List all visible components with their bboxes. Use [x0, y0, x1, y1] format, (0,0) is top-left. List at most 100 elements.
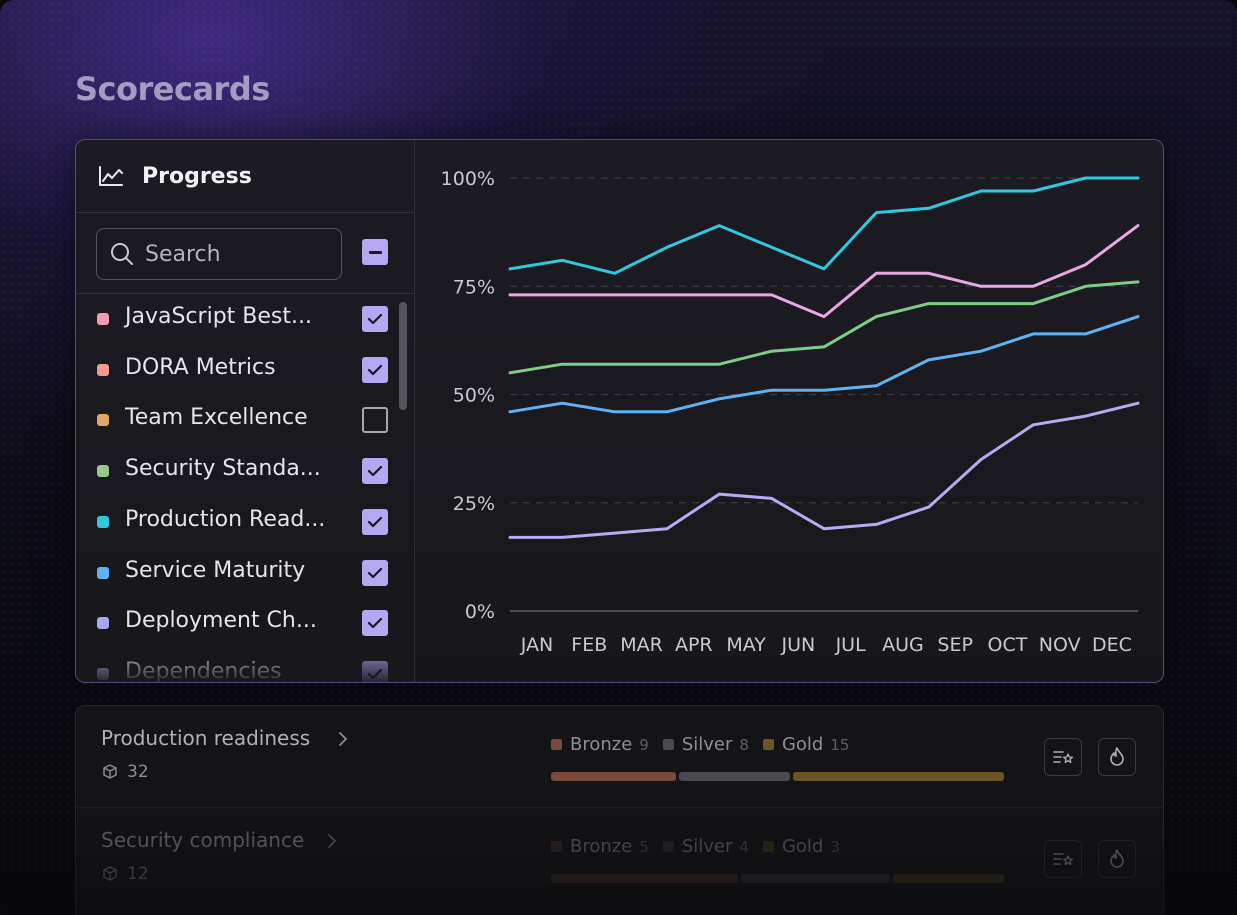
- list-fade: [76, 640, 414, 682]
- checkbox[interactable]: [362, 508, 388, 535]
- checkmark-icon: [367, 364, 383, 375]
- series-line-4[interactable]: [508, 401, 1140, 539]
- list-star-icon: [1053, 751, 1074, 764]
- checkmark-icon: [367, 618, 383, 629]
- checkmark-icon: [367, 313, 383, 325]
- progress-title: Progress: [142, 163, 252, 189]
- list-item[interactable]: Security Standa...: [76, 446, 414, 496]
- checkbox[interactable]: [362, 559, 388, 586]
- list-item[interactable]: Production Read...: [76, 497, 414, 547]
- list-item[interactable]: JavaScript Best...: [76, 294, 414, 344]
- level-legend-item: Bronze 5: [551, 836, 649, 857]
- color-swatch: [97, 363, 109, 376]
- checkbox[interactable]: [362, 458, 388, 485]
- level-legend-item: Silver 4: [662, 836, 749, 857]
- x-tick-label: FEB: [571, 634, 607, 656]
- series-line-2[interactable]: [508, 280, 1140, 375]
- level-name: Gold: [781, 836, 824, 857]
- list-item-label: DORA Metrics: [125, 354, 276, 380]
- rules-button[interactable]: [1044, 738, 1082, 776]
- entity-count-value: 12: [127, 864, 149, 884]
- initiatives-button[interactable]: [1098, 738, 1136, 776]
- y-tick-label: 25%: [453, 493, 495, 515]
- x-tick-label: MAY: [726, 634, 766, 656]
- y-tick-label: 50%: [453, 385, 495, 407]
- list-item[interactable]: Deployment Ch...: [76, 598, 414, 648]
- x-tick-label: AUG: [882, 634, 924, 656]
- chevron-right-icon[interactable]: [326, 833, 338, 849]
- level-count: 8: [739, 735, 749, 754]
- list-item[interactable]: DORA Metrics: [76, 345, 414, 395]
- level-swatch: [762, 841, 774, 852]
- x-tick-label: JUL: [835, 634, 867, 656]
- cube-icon: [103, 866, 117, 881]
- scorecard-list: Production readiness 32 Bronze 9 Silver 8 Gold…: [75, 705, 1164, 915]
- level-name: Gold: [781, 734, 824, 755]
- y-tick-label: 100%: [441, 168, 495, 190]
- x-tick-label: JAN: [520, 634, 553, 656]
- progress-header: Progress: [76, 140, 414, 213]
- color-swatch: [97, 465, 109, 478]
- list-item[interactable]: Team Excellence: [76, 395, 414, 445]
- level-name: Bronze: [570, 734, 633, 755]
- list-item-label: JavaScript Best...: [125, 304, 312, 329]
- select-all-toggle[interactable]: [362, 239, 388, 265]
- scorecard-title[interactable]: Production readiness: [101, 726, 311, 750]
- checkmark-icon: [367, 567, 383, 578]
- rules-button[interactable]: [1044, 840, 1082, 878]
- list-item[interactable]: Service Maturity: [76, 548, 414, 598]
- level-legend-item: Gold 15: [762, 734, 849, 755]
- progress-chart-svg: 100% 75% 50% 25% 0% JAN FEB MAR APR MAY JUN JUL AUG S…: [441, 168, 1140, 656]
- level-swatch: [662, 739, 674, 750]
- level-legend: Bronze 9 Silver 8 Gold 15: [551, 734, 863, 755]
- checkmark-icon: [367, 516, 383, 527]
- level-bar-segment: [741, 874, 890, 883]
- x-tick-label: OCT: [988, 634, 1028, 656]
- series-line-1[interactable]: [508, 224, 1140, 319]
- color-swatch: [97, 515, 109, 528]
- series-line-3[interactable]: [508, 315, 1140, 414]
- initiatives-button[interactable]: [1098, 840, 1136, 878]
- level-legend: Bronze 5 Silver 4 Gold 3: [551, 836, 854, 857]
- x-tick-label: DEC: [1092, 634, 1132, 656]
- x-tick-label: NOV: [1039, 634, 1081, 656]
- search-row: [76, 213, 414, 294]
- level-bar-segment: [893, 874, 1004, 883]
- chevron-right-icon[interactable]: [337, 731, 349, 747]
- search-input[interactable]: [143, 240, 327, 268]
- level-count: 5: [639, 837, 649, 856]
- entity-count-value: 32: [127, 762, 149, 782]
- checkbox[interactable]: [362, 407, 388, 434]
- scorecard-title[interactable]: Security compliance: [101, 828, 305, 852]
- list-scrollbar[interactable]: [399, 302, 407, 410]
- page-title: Scorecards: [75, 70, 270, 108]
- level-count: 9: [639, 735, 649, 754]
- line-chart-icon: [99, 166, 123, 186]
- checkbox[interactable]: [362, 356, 388, 383]
- list-item-label: Production Read...: [125, 506, 326, 532]
- level-count: 4: [739, 837, 749, 856]
- series-line-0[interactable]: [508, 176, 1140, 275]
- checkbox[interactable]: [362, 610, 388, 637]
- list-item-label: Deployment Ch...: [125, 608, 317, 634]
- level-swatch: [662, 841, 674, 852]
- scorecard-row[interactable]: Production readiness 32 Bronze 9 Silver 8 Gold…: [76, 706, 1163, 806]
- search-icon: [111, 243, 133, 265]
- search-box[interactable]: [96, 228, 342, 280]
- scorecard-row[interactable]: Security compliance 12 Bronze 5 Silver 4 Gold 3: [76, 807, 1163, 908]
- x-tick-label: APR: [675, 634, 713, 656]
- list-item-label: Team Excellence: [125, 405, 308, 431]
- x-tick-label: SEP: [937, 634, 973, 656]
- color-swatch: [97, 617, 109, 630]
- progress-chart: 100% 75% 50% 25% 0% JAN FEB MAR APR MAY JUN JUL AUG S…: [415, 140, 1163, 682]
- level-swatch: [551, 841, 562, 852]
- cube-icon: [103, 764, 117, 779]
- entity-count: 12: [101, 864, 149, 884]
- y-tick-label: 0%: [465, 601, 495, 623]
- flame-icon: [1110, 849, 1124, 868]
- checkbox[interactable]: [362, 306, 388, 332]
- checkmark-icon: [367, 465, 383, 477]
- level-swatch: [762, 739, 774, 750]
- flame-icon: [1110, 747, 1124, 766]
